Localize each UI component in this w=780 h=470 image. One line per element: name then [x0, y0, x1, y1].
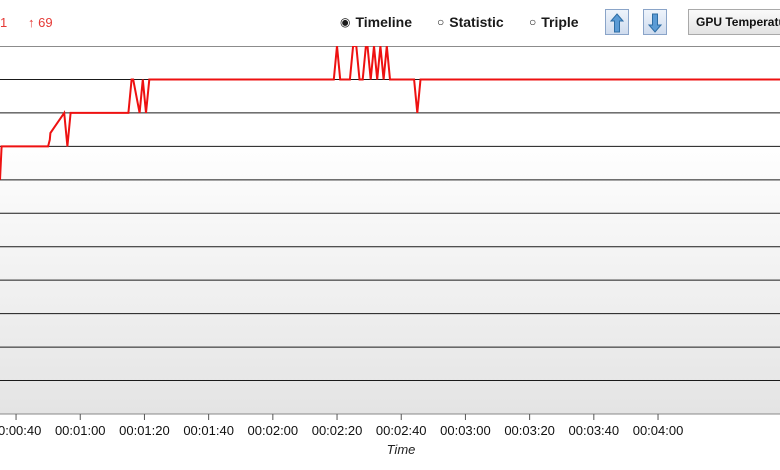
radio-unselected-icon: ○	[529, 15, 537, 29]
radio-selected-icon: ◉	[340, 15, 351, 29]
x-tick-label: 00:01:40	[183, 423, 234, 438]
x-tick-label: 00:01:00	[55, 423, 106, 438]
x-axis-ticks: 00:00:40 00:01:00 00:01:20 00:01:40 00:02:00…	[0, 414, 683, 438]
chart-toolbar: 1 ↑ 69 ◉ Timeline ○ Statistic ○ Triple GPU …	[0, 0, 780, 46]
metric-selector-button[interactable]: GPU Temperature	[688, 9, 780, 35]
x-tick-label: 00:02:40	[376, 423, 427, 438]
move-down-button[interactable]	[643, 9, 667, 35]
min-value-label: 1	[0, 15, 8, 30]
x-tick-label: 00:03:40	[569, 423, 620, 438]
x-tick-label: 00:02:20	[312, 423, 363, 438]
x-tick-label: 00:04:00	[633, 423, 684, 438]
timeline-radio-label: Timeline	[355, 14, 413, 30]
statistic-radio-label: Statistic	[449, 14, 504, 30]
x-tick-label: 00:02:00	[248, 423, 299, 438]
statistic-radio[interactable]: ○ Statistic	[437, 14, 504, 30]
arrow-down-icon	[648, 13, 662, 33]
max-value-label: ↑ 69	[28, 15, 53, 30]
timeline-radio[interactable]: ◉ Timeline	[340, 14, 412, 30]
triple-radio[interactable]: ○ Triple	[529, 14, 579, 30]
move-up-button[interactable]	[605, 9, 629, 35]
x-tick-label: 00:00:40	[0, 423, 41, 438]
timeline-chart: 00:00:40 00:01:00 00:01:20 00:01:40 00:02:00…	[0, 46, 780, 457]
triple-radio-label: Triple	[541, 14, 579, 30]
x-tick-label: 00:03:20	[504, 423, 555, 438]
series-line-gpu-temperature	[0, 46, 780, 180]
arrow-up-icon	[610, 13, 624, 33]
x-tick-label: 00:03:00	[440, 423, 491, 438]
radio-unselected-icon: ○	[437, 15, 445, 29]
x-axis-title: Time	[387, 442, 416, 457]
plot-area	[0, 46, 780, 414]
x-tick-label: 00:01:20	[119, 423, 170, 438]
